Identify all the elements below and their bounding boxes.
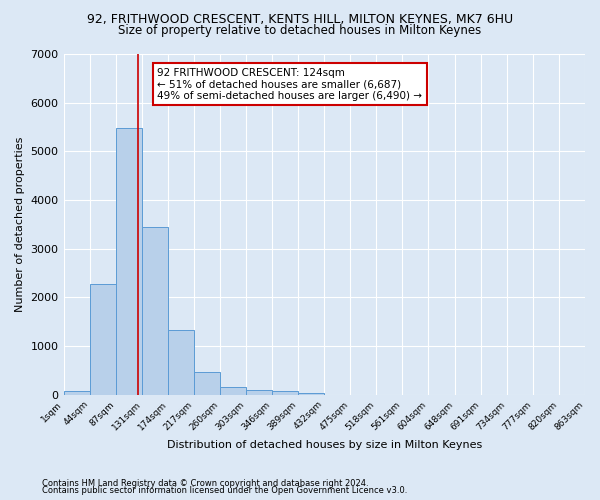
Bar bbox=[272, 392, 298, 394]
Bar bbox=[298, 393, 324, 394]
Bar bbox=[168, 330, 194, 394]
Bar bbox=[194, 372, 220, 394]
Bar bbox=[64, 391, 89, 394]
X-axis label: Distribution of detached houses by size in Milton Keynes: Distribution of detached houses by size … bbox=[167, 440, 482, 450]
Text: 92, FRITHWOOD CRESCENT, KENTS HILL, MILTON KEYNES, MK7 6HU: 92, FRITHWOOD CRESCENT, KENTS HILL, MILT… bbox=[87, 12, 513, 26]
Bar bbox=[220, 387, 246, 394]
Text: 92 FRITHWOOD CRESCENT: 124sqm
← 51% of detached houses are smaller (6,687)
49% o: 92 FRITHWOOD CRESCENT: 124sqm ← 51% of d… bbox=[157, 68, 422, 101]
Y-axis label: Number of detached properties: Number of detached properties bbox=[15, 136, 25, 312]
Text: Contains public sector information licensed under the Open Government Licence v3: Contains public sector information licen… bbox=[42, 486, 407, 495]
Bar bbox=[116, 128, 142, 394]
Text: Size of property relative to detached houses in Milton Keynes: Size of property relative to detached ho… bbox=[118, 24, 482, 37]
Bar bbox=[142, 227, 168, 394]
Bar bbox=[89, 284, 116, 395]
Text: Contains HM Land Registry data © Crown copyright and database right 2024.: Contains HM Land Registry data © Crown c… bbox=[42, 478, 368, 488]
Bar bbox=[246, 390, 272, 394]
